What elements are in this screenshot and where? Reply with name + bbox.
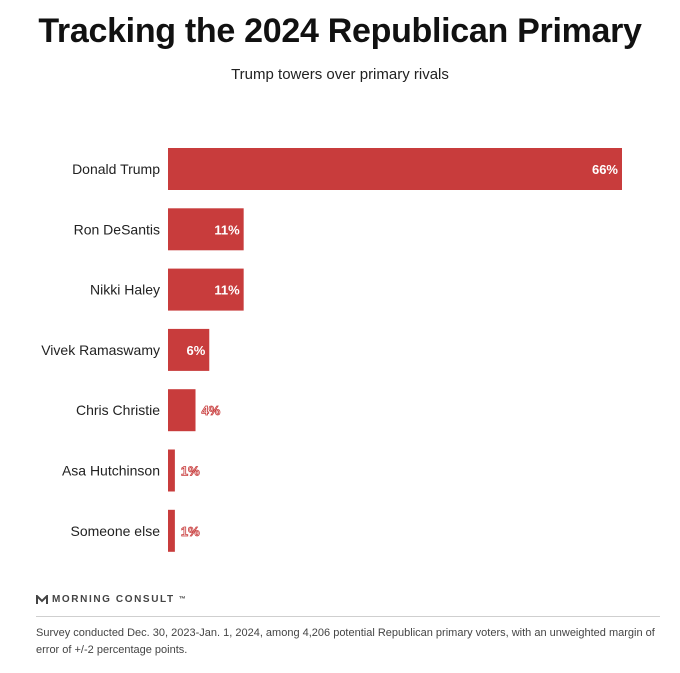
- footer-divider: [36, 616, 660, 617]
- data-label: 1%: [181, 464, 200, 479]
- bar-chart: Donald Trump 66% Ron DeSantis 11% Nikki Hale…: [41, 148, 622, 552]
- category-label: Ron DeSantis: [74, 221, 160, 237]
- data-label: 6%: [186, 343, 205, 358]
- bar: [168, 509, 175, 552]
- brand-name: MORNING CONSULT: [52, 594, 175, 605]
- chart-subtitle: Trump towers over primary rivals: [231, 66, 449, 83]
- morning-consult-logo-icon: [36, 594, 48, 604]
- category-label: Nikki Haley: [90, 282, 160, 298]
- data-label: 11%: [214, 283, 240, 298]
- bar: [168, 148, 622, 190]
- data-label: 11%: [214, 222, 240, 237]
- category-label: Asa Hutchinson: [62, 463, 160, 479]
- chart-title: Tracking the 2024 Republican Primary: [38, 12, 642, 50]
- survey-footnote: Survey conducted Dec. 30, 2023-Jan. 1, 2…: [36, 627, 655, 656]
- bar: [168, 449, 175, 492]
- category-label: Someone else: [70, 523, 160, 539]
- bar: [168, 328, 210, 371]
- bar: [168, 208, 244, 251]
- data-label: 4%: [202, 403, 221, 418]
- brand-logo: MORNING CONSULT ™: [36, 594, 187, 605]
- data-label: 66%: [592, 162, 618, 177]
- category-label: Chris Christie: [76, 402, 160, 418]
- category-label: Vivek Ramaswamy: [41, 342, 160, 358]
- bar: [168, 268, 244, 311]
- brand-trademark: ™: [178, 596, 188, 603]
- category-label: Donald Trump: [72, 161, 160, 177]
- data-label: 1%: [181, 524, 200, 539]
- bar: [168, 389, 196, 432]
